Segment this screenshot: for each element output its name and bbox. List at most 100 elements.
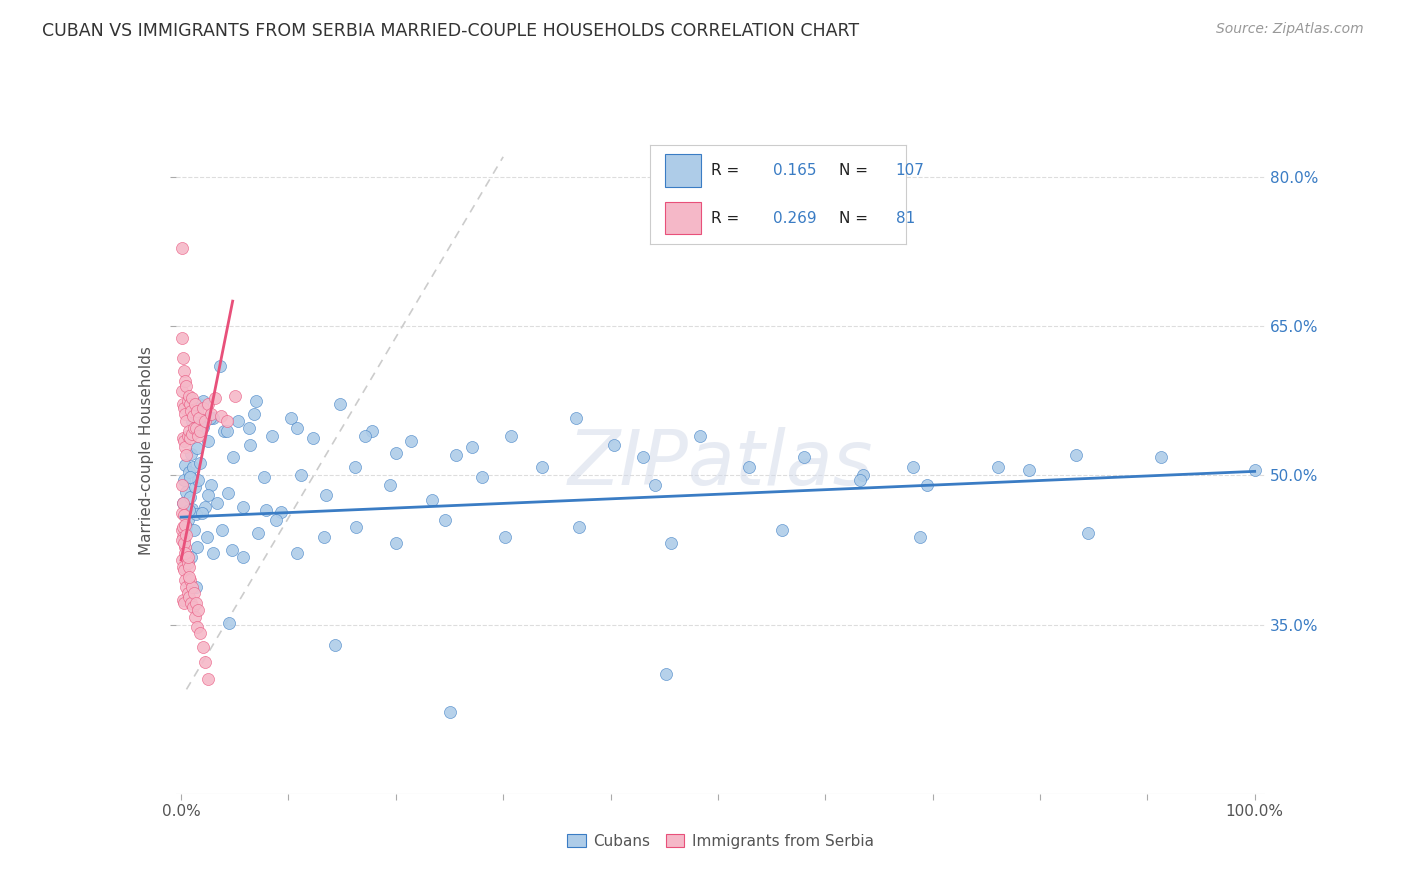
Point: [191, 401, 214, 415]
Point: [439, 705, 461, 719]
Point: [174, 458, 197, 473]
Point: [173, 536, 195, 550]
Point: [285, 546, 308, 560]
Point: [181, 599, 204, 614]
Point: [179, 470, 201, 484]
Point: [420, 493, 443, 508]
Point: [631, 450, 654, 465]
Point: [194, 656, 217, 670]
Point: [176, 528, 198, 542]
Point: [180, 426, 202, 441]
Point: [1066, 449, 1088, 463]
Point: [385, 446, 408, 460]
Point: [180, 447, 202, 461]
Point: [262, 428, 284, 442]
Point: [245, 393, 267, 408]
Point: [172, 478, 194, 492]
Point: [315, 488, 337, 502]
Point: [471, 470, 494, 484]
Point: [1018, 463, 1040, 477]
Point: [987, 460, 1010, 475]
Point: [494, 530, 516, 544]
Point: [211, 523, 233, 537]
Point: [173, 364, 195, 378]
Point: [172, 560, 194, 574]
Point: [568, 520, 591, 534]
Point: [361, 424, 384, 438]
Point: [202, 546, 225, 560]
Point: [186, 442, 208, 456]
Point: [176, 393, 198, 408]
Text: 81: 81: [896, 211, 915, 226]
Point: [184, 609, 207, 624]
Point: [226, 414, 249, 428]
Point: [197, 397, 219, 411]
Point: [174, 573, 197, 587]
Point: [177, 590, 200, 604]
Point: [172, 351, 194, 365]
Point: [530, 460, 553, 475]
Point: [770, 523, 793, 537]
Point: [177, 466, 200, 480]
Point: [197, 488, 219, 502]
Point: [444, 449, 467, 463]
Text: N =: N =: [839, 162, 873, 178]
Point: [176, 556, 198, 570]
Point: [180, 502, 202, 516]
Point: [176, 586, 198, 600]
Point: [183, 425, 205, 440]
Point: [176, 428, 198, 442]
Point: [738, 460, 761, 475]
Point: [852, 468, 875, 483]
Point: [280, 410, 302, 425]
Point: [174, 540, 197, 554]
Point: [188, 397, 211, 411]
Point: [179, 430, 201, 444]
Point: [177, 570, 200, 584]
Point: [176, 513, 198, 527]
Point: [232, 500, 254, 515]
Point: [188, 410, 211, 425]
Point: [385, 536, 408, 550]
Point: [172, 496, 194, 510]
Point: [173, 533, 195, 547]
Point: [793, 450, 815, 465]
Point: [177, 560, 200, 574]
Point: [172, 592, 194, 607]
Point: [180, 580, 202, 594]
Text: 0.165: 0.165: [773, 162, 815, 178]
Point: [176, 449, 198, 463]
Point: [183, 523, 205, 537]
Point: [270, 505, 292, 519]
Point: [173, 434, 195, 448]
Point: [184, 397, 207, 411]
Point: [238, 420, 260, 434]
Point: [172, 553, 194, 567]
Point: [174, 407, 197, 421]
Text: 107: 107: [896, 162, 925, 178]
Point: [218, 615, 240, 630]
Point: [908, 530, 931, 544]
Point: [205, 496, 228, 510]
Point: [179, 573, 201, 587]
Point: [172, 520, 194, 534]
Point: [174, 518, 197, 533]
Point: [659, 536, 682, 550]
Point: [197, 434, 219, 448]
Point: [172, 523, 194, 537]
Point: [190, 457, 212, 471]
Point: [212, 424, 235, 438]
Legend: Cubans, Immigrants from Serbia: Cubans, Immigrants from Serbia: [561, 828, 880, 855]
Point: [197, 673, 219, 687]
Point: [344, 520, 367, 534]
Text: 0.269: 0.269: [773, 211, 817, 226]
Point: [344, 460, 367, 475]
Point: [176, 414, 198, 428]
Point: [689, 428, 711, 442]
Point: [499, 428, 522, 442]
Point: [176, 378, 198, 392]
Point: [204, 391, 226, 405]
Point: [253, 470, 276, 484]
Point: [176, 580, 198, 594]
Point: [176, 520, 198, 534]
